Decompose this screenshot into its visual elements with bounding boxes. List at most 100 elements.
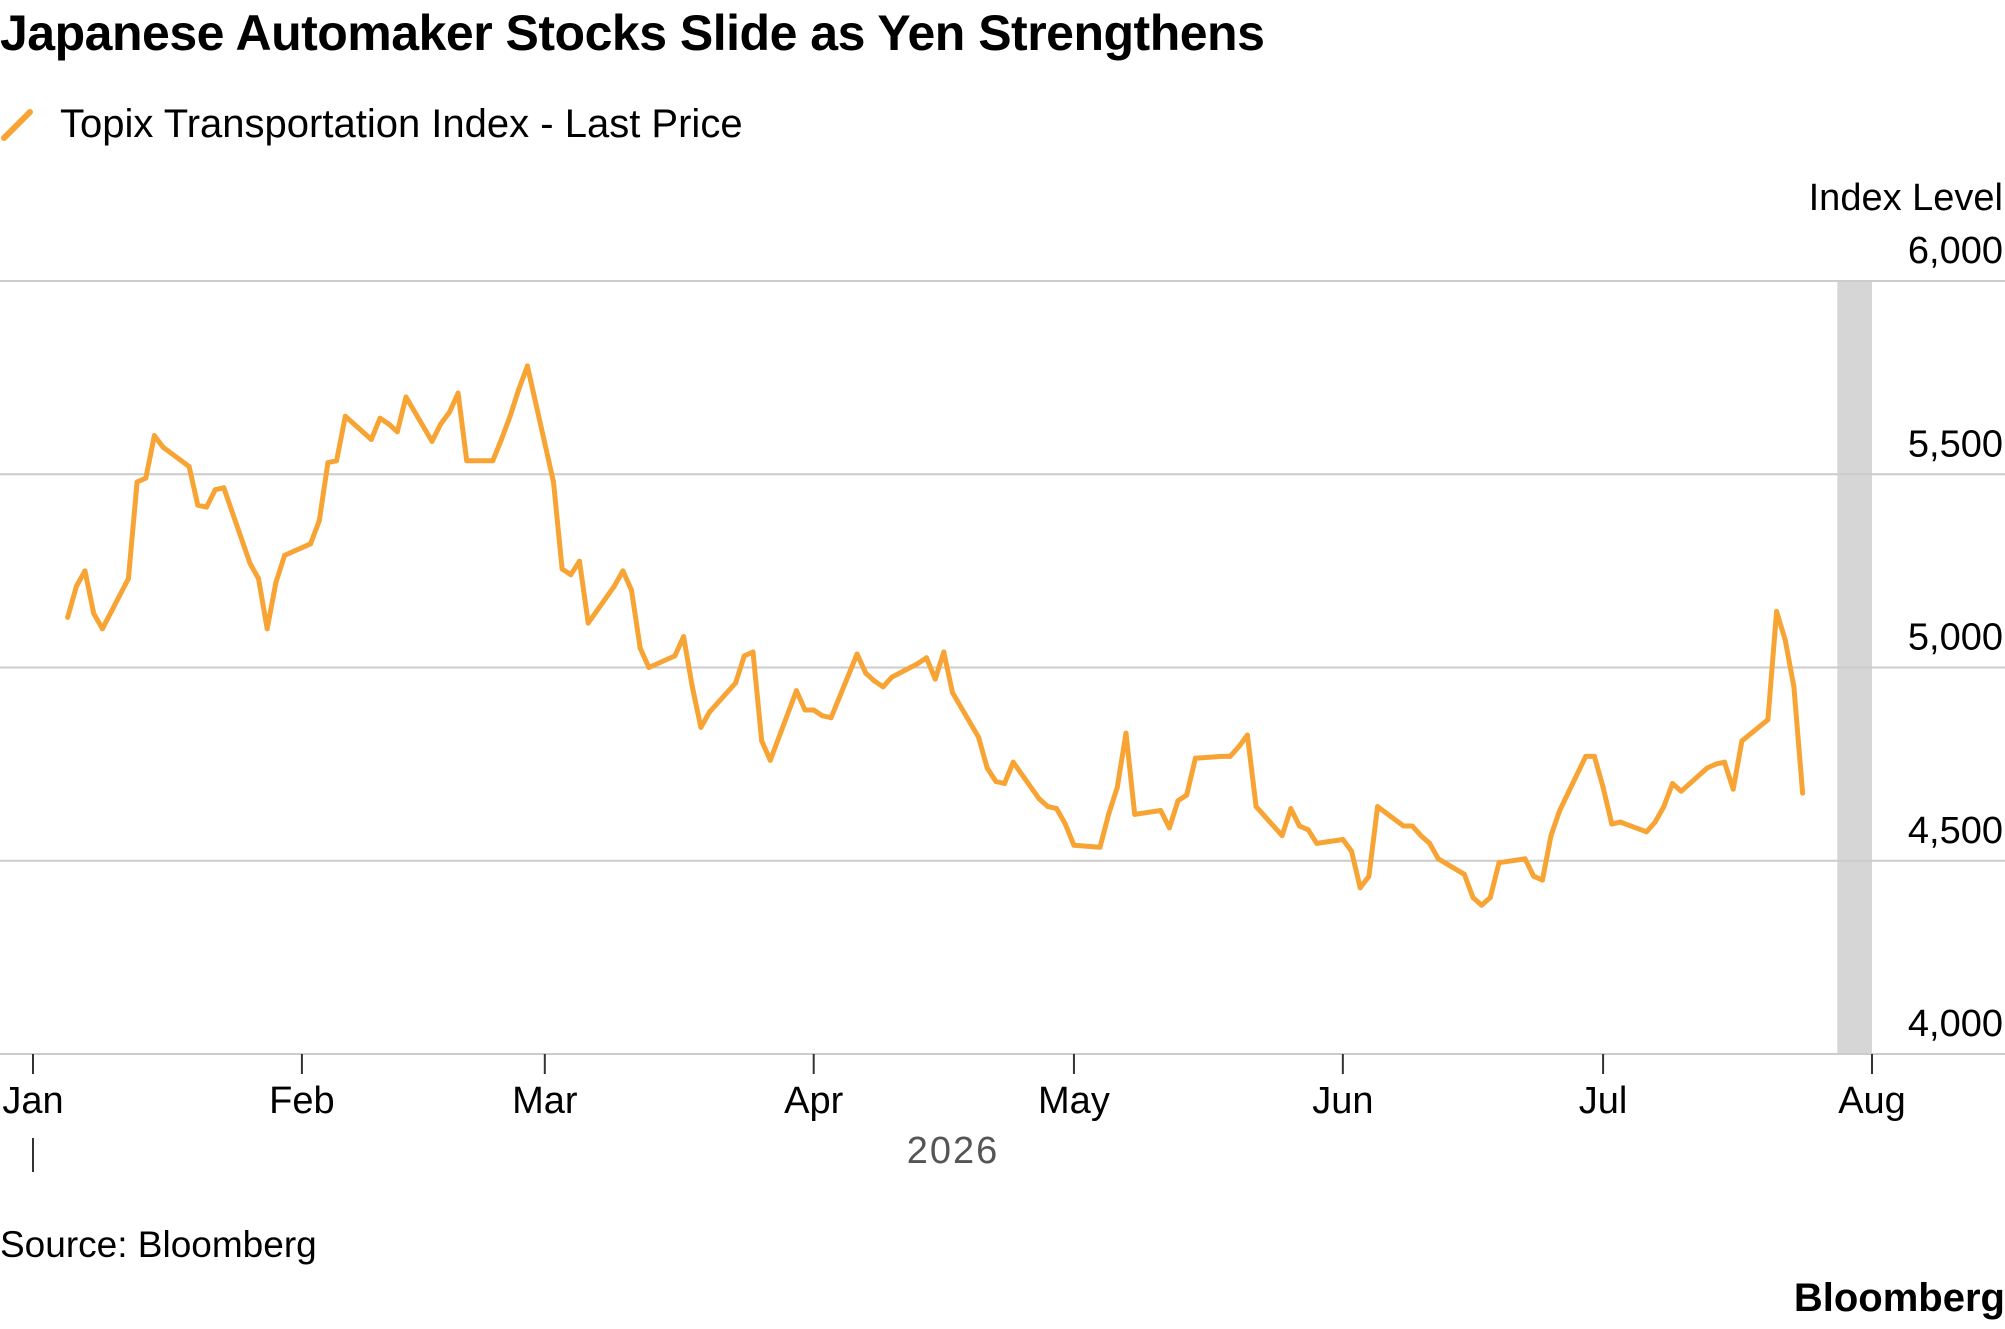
data-point bbox=[1531, 873, 1537, 879]
data-point bbox=[1297, 823, 1302, 829]
data-point bbox=[464, 458, 470, 464]
data-point bbox=[611, 583, 617, 589]
data-point bbox=[73, 583, 79, 589]
data-point bbox=[1375, 804, 1381, 810]
data-point bbox=[1791, 684, 1797, 690]
data-point bbox=[455, 390, 461, 396]
data-point bbox=[1132, 811, 1138, 817]
data-point bbox=[1184, 792, 1190, 798]
x-tick-label: Mar bbox=[512, 1080, 578, 1122]
data-point bbox=[871, 678, 877, 684]
data-point bbox=[1305, 827, 1311, 833]
data-point bbox=[733, 680, 739, 686]
data-point bbox=[308, 541, 314, 547]
data-point bbox=[490, 458, 496, 464]
data-point bbox=[950, 690, 955, 696]
data-point bbox=[282, 552, 288, 558]
data-point bbox=[811, 707, 817, 713]
x-tick-label: Aug bbox=[1838, 1080, 1906, 1122]
data-point bbox=[1617, 819, 1623, 825]
data-point bbox=[741, 653, 747, 659]
data-point bbox=[160, 444, 166, 450]
data-point bbox=[82, 568, 88, 574]
data-point bbox=[1062, 821, 1068, 827]
data-point bbox=[819, 713, 825, 719]
data-point bbox=[1722, 759, 1727, 765]
x-tick-label: Feb bbox=[269, 1080, 334, 1122]
data-point bbox=[646, 665, 652, 670]
data-point bbox=[91, 610, 97, 616]
data-point bbox=[195, 502, 201, 508]
data-point bbox=[672, 653, 678, 659]
x-tick-label: Jan bbox=[2, 1080, 63, 1122]
data-point bbox=[1279, 833, 1285, 839]
data-point bbox=[828, 715, 834, 721]
data-point bbox=[134, 479, 140, 485]
data-point bbox=[559, 566, 565, 572]
data-point bbox=[689, 684, 695, 690]
data-point bbox=[620, 568, 626, 574]
data-point bbox=[698, 724, 704, 730]
data-point bbox=[342, 413, 348, 419]
bloomberg-logo: Bloomberg bbox=[1793, 1276, 2005, 1320]
data-point bbox=[377, 415, 383, 421]
data-point bbox=[507, 413, 513, 419]
data-point bbox=[498, 437, 504, 442]
data-point bbox=[1670, 781, 1675, 786]
data-point bbox=[976, 734, 981, 740]
data-point bbox=[1470, 895, 1476, 900]
data-point bbox=[273, 580, 279, 585]
data-point bbox=[1244, 732, 1250, 738]
data-point bbox=[1002, 781, 1007, 786]
data-point bbox=[1288, 806, 1294, 812]
data-point bbox=[1591, 753, 1597, 759]
data-point bbox=[993, 779, 999, 784]
data-point bbox=[446, 409, 452, 415]
series-line bbox=[65, 363, 1806, 908]
data-point bbox=[1401, 823, 1407, 829]
data-point bbox=[212, 487, 218, 493]
data-point bbox=[1583, 753, 1589, 759]
y-tick-label: 6,000 bbox=[1908, 230, 2003, 272]
data-point bbox=[1678, 788, 1684, 794]
data-point bbox=[1713, 761, 1719, 767]
data-point bbox=[1800, 790, 1806, 796]
data-point bbox=[334, 458, 340, 464]
legend-label: Topix Transportation Index - Last Price bbox=[60, 101, 743, 146]
data-point bbox=[1782, 637, 1788, 643]
data-point bbox=[1435, 856, 1441, 862]
data-point bbox=[637, 645, 643, 651]
data-point bbox=[429, 438, 435, 444]
data-point bbox=[1045, 804, 1051, 810]
data-point bbox=[1557, 808, 1563, 813]
x-tick-label: Apr bbox=[784, 1080, 843, 1122]
data-point bbox=[1253, 804, 1259, 810]
data-point bbox=[1427, 840, 1433, 846]
data-point bbox=[1036, 796, 1042, 802]
legend: Topix Transportation Index - Last Price bbox=[0, 98, 743, 150]
data-point bbox=[577, 558, 582, 564]
data-point bbox=[1739, 738, 1745, 744]
data-point bbox=[221, 485, 227, 491]
data-point bbox=[1071, 842, 1077, 848]
data-point bbox=[316, 518, 322, 524]
data-point bbox=[551, 479, 556, 485]
data-point bbox=[585, 620, 591, 626]
data-point bbox=[568, 572, 574, 578]
data-point bbox=[1661, 804, 1667, 810]
data-point bbox=[1644, 829, 1649, 835]
y-tick-label: 4,000 bbox=[1908, 1003, 2003, 1045]
data-point bbox=[1192, 755, 1198, 761]
data-point bbox=[1175, 798, 1181, 804]
data-point bbox=[1340, 837, 1346, 842]
data-point bbox=[1730, 786, 1736, 792]
data-point bbox=[1600, 784, 1606, 790]
data-point bbox=[264, 626, 270, 632]
data-point bbox=[1366, 873, 1372, 879]
data-point bbox=[256, 576, 261, 582]
data-point bbox=[151, 433, 157, 439]
data-point bbox=[1106, 811, 1112, 817]
data-point bbox=[707, 709, 713, 715]
data-point bbox=[1418, 833, 1424, 839]
x-tick-label: Jun bbox=[1312, 1080, 1373, 1122]
